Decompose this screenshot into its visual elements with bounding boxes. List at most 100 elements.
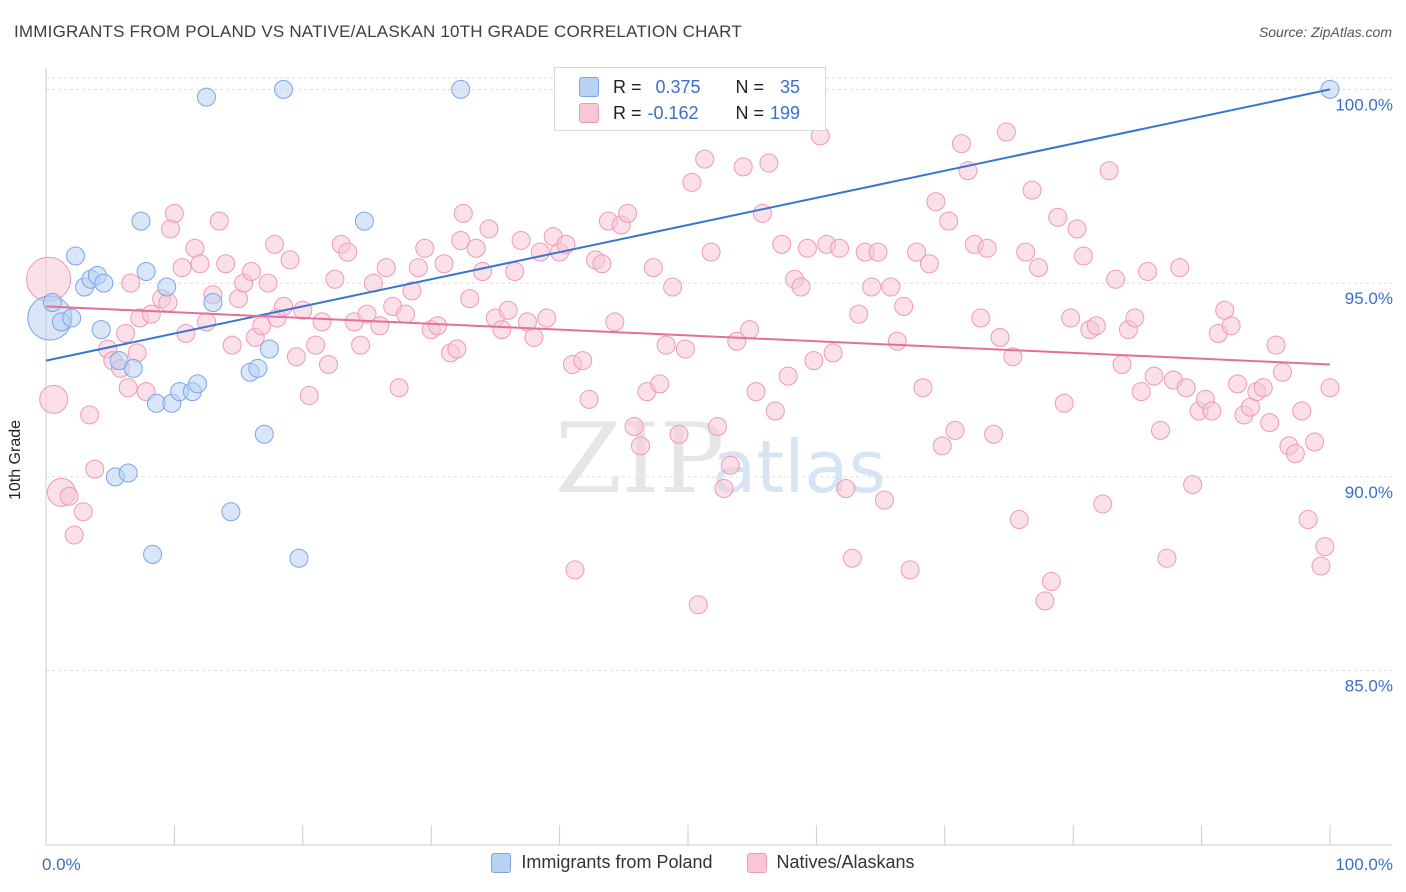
stats-row-natives: R = -0.162 N = 199 [579, 101, 800, 125]
point-poland [203, 293, 223, 312]
point-natives [511, 231, 531, 250]
point-natives [73, 502, 93, 522]
point-natives [772, 234, 792, 254]
data-points [26, 79, 1340, 615]
point-natives [592, 254, 612, 274]
point-natives [1067, 219, 1087, 239]
point-natives [1029, 258, 1049, 278]
y-tick-label: 95.0% [1345, 289, 1393, 308]
point-natives [874, 490, 894, 510]
legend-label-natives: Natives/Alaskans [776, 852, 915, 872]
point-natives [473, 262, 493, 281]
point-natives [59, 486, 79, 506]
point-poland [157, 277, 177, 297]
point-natives [565, 560, 585, 580]
point-natives [312, 312, 332, 332]
y-tick-label: 90.0% [1345, 483, 1393, 502]
point-natives [618, 203, 638, 223]
point-natives [293, 300, 313, 320]
point-natives [836, 479, 856, 498]
swatch-poland [579, 77, 599, 97]
point-natives [900, 560, 920, 580]
point-natives [1285, 444, 1305, 464]
point-natives [161, 219, 181, 239]
point-poland [248, 358, 268, 378]
point-natives [299, 386, 319, 405]
trend-line-natives [45, 305, 1331, 366]
point-natives [996, 122, 1016, 142]
point-natives [318, 355, 338, 374]
point-poland [62, 308, 82, 328]
point-natives [1022, 180, 1042, 200]
point-natives [1176, 378, 1196, 398]
n-label: N = [735, 102, 765, 123]
point-natives [428, 316, 448, 336]
point-natives [656, 335, 676, 355]
point-natives [498, 300, 518, 320]
point-natives [1272, 362, 1292, 382]
point-natives [116, 324, 136, 343]
point-natives [325, 269, 345, 289]
y-tick-label: 100.0% [1335, 95, 1393, 114]
point-natives [868, 242, 888, 262]
point-poland [259, 339, 279, 359]
point-natives [650, 374, 670, 394]
point-poland [197, 87, 216, 107]
point-natives [1112, 355, 1132, 374]
point-natives [176, 324, 196, 343]
point-poland [136, 262, 156, 281]
point-natives [64, 525, 84, 545]
point-natives [460, 289, 480, 309]
point-natives [1151, 420, 1171, 440]
point-natives [1138, 262, 1158, 281]
point-natives [894, 296, 914, 316]
point-natives [573, 351, 593, 371]
point-natives [849, 304, 869, 324]
point-poland [254, 424, 274, 444]
point-poland [131, 211, 151, 231]
point-natives [1099, 161, 1119, 181]
point-natives [682, 172, 702, 192]
point-natives [1228, 374, 1248, 394]
point-natives [1035, 591, 1055, 611]
point-natives [926, 192, 946, 212]
stats-legend: R = 0.375 N = 35 R = -0.162 N = 199 [554, 67, 826, 131]
point-natives [1016, 242, 1036, 262]
point-natives [804, 351, 824, 371]
point-natives [759, 153, 779, 173]
point-natives [939, 211, 959, 231]
n-value-natives: 199 [770, 102, 801, 123]
point-natives [669, 424, 689, 444]
point-natives [537, 308, 557, 328]
point-natives [630, 436, 650, 456]
watermark-atlas: atlas [712, 425, 886, 509]
point-natives [370, 316, 390, 336]
point-poland [188, 374, 208, 394]
point-natives [1183, 475, 1203, 495]
point-natives [720, 455, 740, 475]
point-natives [907, 242, 927, 262]
point-poland [221, 502, 241, 522]
point-natives [396, 304, 416, 324]
x-tick-label: 0.0% [42, 855, 81, 874]
point-natives [797, 238, 817, 258]
swatch-natives [579, 103, 599, 123]
point-poland [123, 358, 143, 378]
point-natives [971, 308, 991, 328]
point-natives [338, 242, 358, 262]
point-natives [1260, 413, 1280, 433]
chart-title: IMMIGRANTS FROM POLAND VS NATIVE/ALASKAN… [14, 22, 742, 41]
point-natives [733, 157, 753, 177]
point-natives [1003, 347, 1023, 367]
point-natives [1106, 269, 1126, 289]
point-natives [1170, 258, 1190, 278]
point-natives [127, 343, 147, 363]
point-poland [42, 293, 62, 312]
legend-item-natives[interactable]: Natives/Alaskans [746, 852, 915, 873]
point-natives [190, 254, 210, 274]
point-poland [451, 79, 471, 99]
point-natives [164, 203, 184, 223]
legend-item-poland[interactable]: Immigrants from Poland [491, 852, 713, 873]
watermark: ZIP atlas [555, 403, 886, 515]
point-natives [945, 420, 965, 440]
